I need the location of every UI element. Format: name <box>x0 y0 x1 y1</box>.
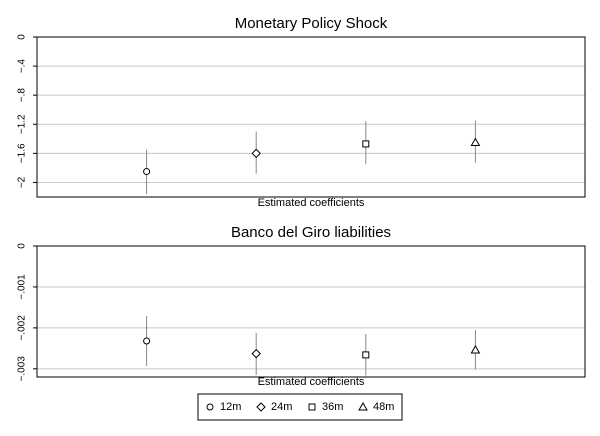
point <box>362 351 370 359</box>
legend-marker <box>308 403 316 411</box>
legend-marker <box>358 401 368 411</box>
legend-marker <box>256 402 266 412</box>
point <box>143 168 151 176</box>
point <box>470 344 481 354</box>
chart-title: Banco del Giro liabilities <box>231 224 391 241</box>
legend-label: 24m <box>271 401 292 413</box>
legend-box <box>197 393 403 421</box>
y-tick-label: −2 <box>17 176 28 188</box>
point <box>251 148 261 159</box>
legend-marker <box>206 403 214 411</box>
point <box>362 140 370 148</box>
y-tick-label: −.8 <box>17 88 28 103</box>
chart-title: Monetary Policy Shock <box>235 15 388 32</box>
legend-label: 36m <box>322 401 343 413</box>
y-tick-label: −.4 <box>17 59 28 74</box>
point <box>251 348 261 359</box>
legend-label: 48m <box>373 401 394 413</box>
y-tick-label: −.001 <box>17 274 28 300</box>
y-tick-label: 0 <box>17 243 28 249</box>
y-tick-label: −.002 <box>17 315 28 341</box>
plot-frame <box>36 245 586 378</box>
y-tick-label: −1.2 <box>17 114 28 134</box>
y-tick-label: −1.6 <box>17 143 28 163</box>
x-axis-label: Estimated coefficients <box>258 376 365 388</box>
x-axis-label: Estimated coefficients <box>258 197 365 209</box>
legend-label: 12m <box>220 401 241 413</box>
point <box>143 337 151 345</box>
y-tick-label: −.003 <box>17 356 28 382</box>
point <box>470 137 481 146</box>
y-tick-label: 0 <box>17 34 28 40</box>
plot-frame <box>36 36 586 198</box>
